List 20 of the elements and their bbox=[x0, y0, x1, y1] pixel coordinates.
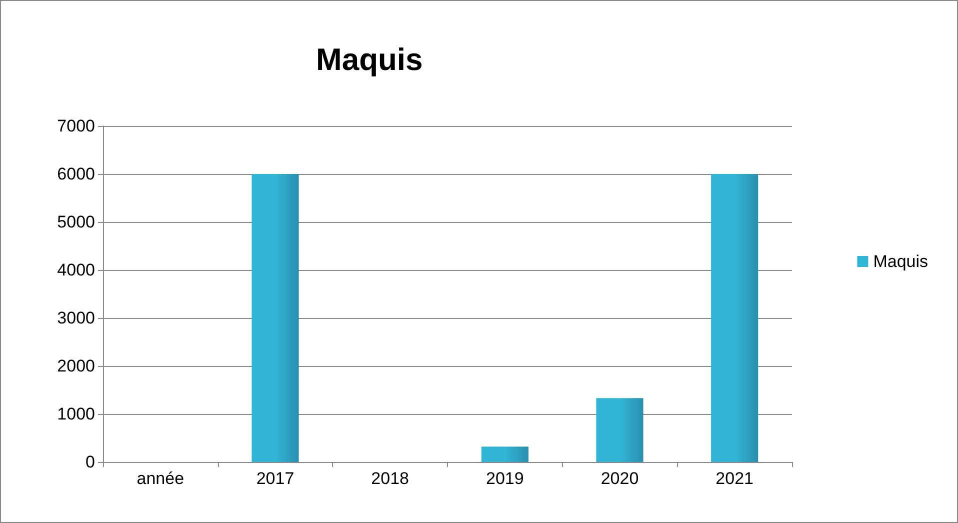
y-tick-label: 1000 bbox=[57, 404, 95, 424]
y-tick-label: 7000 bbox=[57, 116, 95, 136]
y-tick-label: 6000 bbox=[57, 164, 95, 184]
y-tick-label: 4000 bbox=[57, 260, 95, 280]
x-tick-label: 2020 bbox=[600, 469, 639, 488]
chart-title: Maquis bbox=[316, 42, 423, 77]
y-tick-label: 0 bbox=[86, 452, 95, 472]
bar bbox=[711, 174, 758, 462]
y-tick-label: 2000 bbox=[57, 356, 95, 376]
bar bbox=[596, 398, 644, 462]
x-tick-label: 2018 bbox=[371, 469, 409, 488]
x-tick-label: 2019 bbox=[486, 469, 524, 488]
bar bbox=[252, 174, 299, 462]
bar bbox=[481, 446, 528, 462]
x-tick-label: 2017 bbox=[256, 469, 294, 488]
legend-label: Maquis bbox=[873, 252, 928, 271]
y-tick-label: 3000 bbox=[57, 308, 95, 328]
x-tick-label: 2021 bbox=[716, 469, 754, 488]
y-tick-label: 5000 bbox=[57, 212, 95, 232]
x-tick-label: année bbox=[136, 469, 184, 488]
